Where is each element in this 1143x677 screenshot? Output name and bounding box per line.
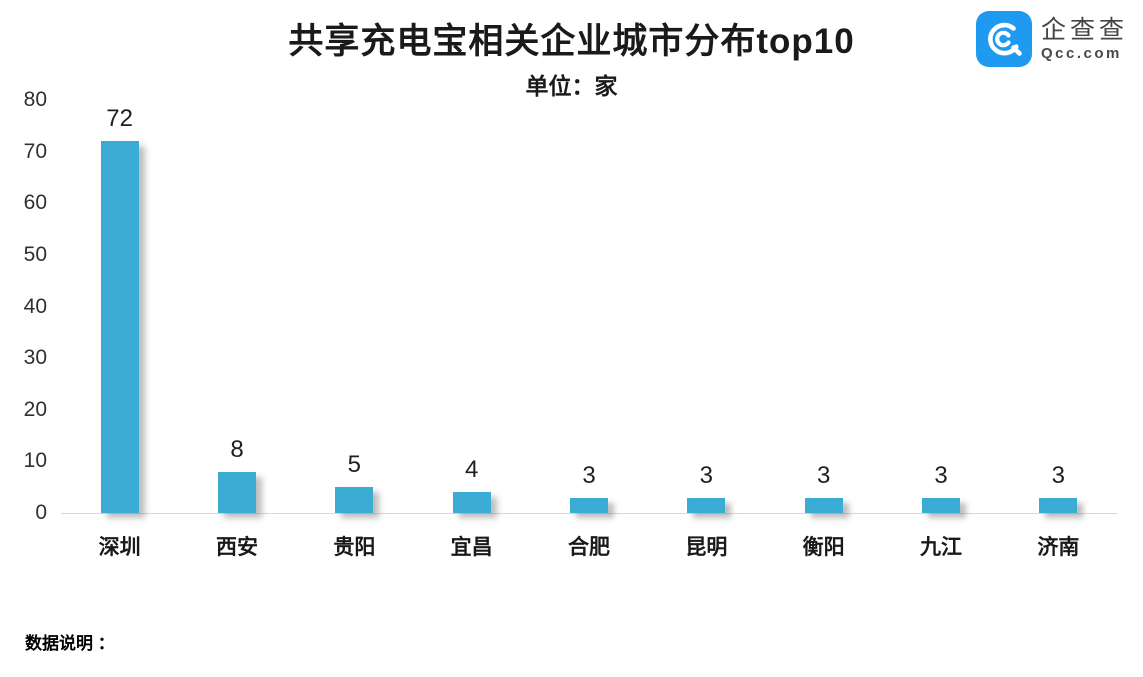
bar-value-label: 3	[699, 461, 713, 489]
bar-深圳	[100, 141, 139, 513]
x-axis-label: 昆明	[685, 536, 728, 559]
bar-value-label: 5	[347, 451, 361, 479]
y-axis-tick-label: 70	[23, 139, 47, 163]
bar-九江	[922, 497, 960, 513]
x-axis-line	[61, 513, 1117, 514]
bar-value-label: 3	[816, 461, 831, 489]
bar-value-label: 4	[464, 456, 479, 484]
x-axis-label: 合肥	[568, 536, 610, 559]
bar-宜昌	[452, 492, 491, 513]
bar-昆明	[687, 497, 726, 513]
y-axis-tick-label: 20	[23, 397, 47, 421]
bar-济南	[1039, 497, 1078, 513]
bar-value-label: 8	[230, 435, 244, 463]
qcc-logo-icon	[975, 11, 1032, 67]
bar-衡阳	[804, 497, 843, 513]
x-axis-label: 深圳	[98, 536, 141, 559]
bar-value-label: 3	[1051, 461, 1065, 489]
y-axis-tick-label: 50	[23, 242, 47, 266]
y-axis-tick-label: 30	[23, 346, 47, 370]
bar-value-label: 3	[582, 461, 596, 489]
qcc-logo: 企查查 Qcc.com	[975, 11, 1128, 67]
footnote-line-1: 数据说明 ：	[25, 634, 115, 653]
bar-value-label: 3	[934, 461, 948, 489]
x-axis-label: 九江	[920, 536, 962, 559]
y-axis-tick-label: 10	[23, 449, 47, 473]
bar-合肥	[570, 497, 608, 513]
x-axis-label: 衡阳	[802, 536, 845, 559]
x-axis-label: 济南	[1037, 536, 1080, 559]
chart-title: 共享充电宝相关企业城市分布top10	[288, 22, 855, 61]
bar-西安	[218, 471, 256, 513]
logo-domain: Qcc.com	[1040, 45, 1122, 62]
x-axis-label: 贵阳	[333, 536, 376, 559]
logo-name: 企查查	[1040, 16, 1128, 44]
y-axis-tick-label: 60	[23, 191, 47, 215]
x-axis-label: 西安	[216, 536, 258, 559]
x-axis-label: 宜昌	[450, 536, 493, 559]
chart-subtitle: 单位：家	[525, 73, 618, 99]
bar-value-label: 72	[106, 105, 133, 133]
y-axis-tick-label: 40	[23, 294, 47, 318]
y-axis-tick-label: 0	[35, 501, 47, 524]
y-axis-tick-label: 80	[23, 88, 47, 111]
footnotes: 数据说明 ： 1、仅统计关键词为“共享充电宝”的在业存续企业 2、统计时间 20…	[25, 579, 396, 677]
qcc-logo-text: 企查查 Qcc.com	[1041, 15, 1128, 63]
bar-贵阳	[335, 487, 374, 513]
